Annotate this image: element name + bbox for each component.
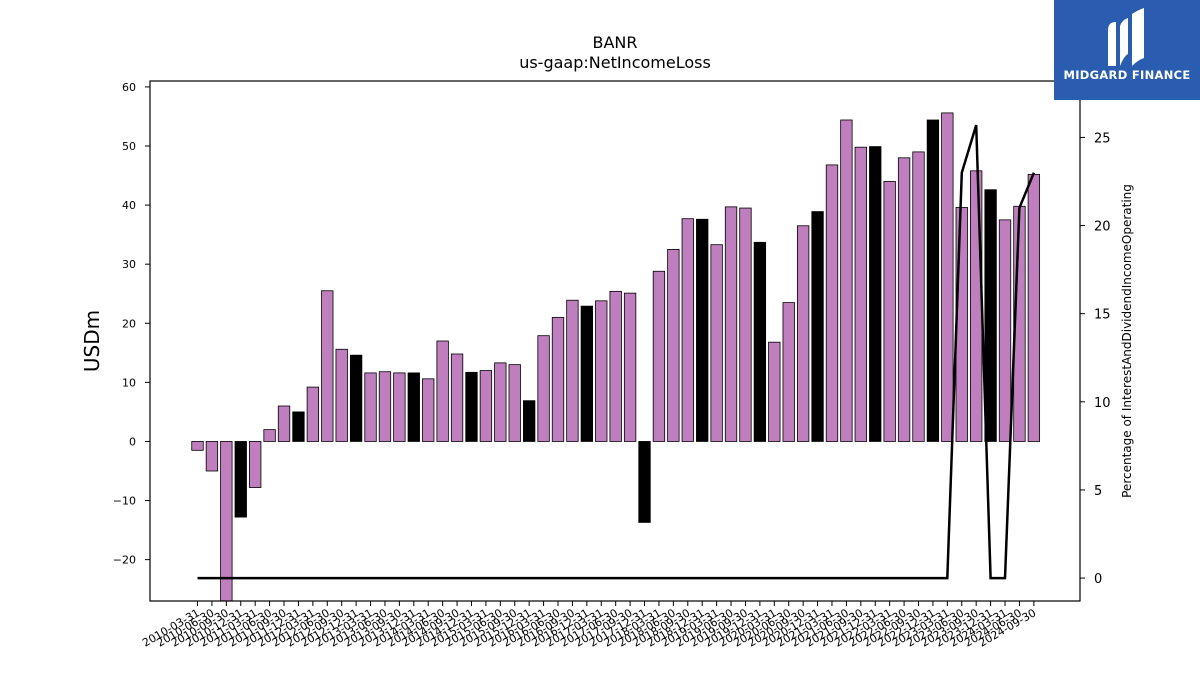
- bar-2023-03-31: [941, 112, 954, 442]
- bar-2014-03-31: [422, 378, 435, 442]
- bar-2020-06-30: [782, 302, 795, 442]
- bar-2011-09-30: [277, 405, 291, 442]
- y-tick-label: 10: [122, 376, 136, 389]
- bar-2018-09-30: [681, 218, 694, 442]
- bar-2024-03-31: [998, 219, 1012, 442]
- bar-2016-06-30: [551, 316, 565, 442]
- bar-2021-03-31: [825, 164, 839, 442]
- bar-2012-09-30: [335, 348, 348, 442]
- bar-2017-09-30: [623, 292, 637, 442]
- midgard-logo-icon: [1108, 8, 1144, 66]
- bar-2019-09-30: [739, 207, 752, 442]
- bar-2023-09-30: [970, 170, 983, 442]
- bar-2016-03-31: [537, 335, 550, 442]
- bar-2018-12-31: [696, 218, 709, 442]
- midgard-finance-logo: MIDGARD FINANCE: [1054, 0, 1200, 100]
- ratio-line: [197, 124, 1036, 580]
- x-axis: 2010-03-312010-06-302010-09-302010-12-31…: [140, 601, 1038, 650]
- plot-frame: [149, 80, 1081, 602]
- y-tick-label: 0: [129, 435, 136, 448]
- bar-2016-12-31: [580, 305, 593, 442]
- bar-2020-03-31: [768, 341, 781, 442]
- y2-axis: 0 5 10 15 20 25: [1080, 131, 1111, 587]
- bar-2013-12-31: [407, 372, 420, 442]
- logo-text: MIDGARD FINANCE: [1063, 68, 1191, 82]
- bar-2012-03-31: [306, 386, 320, 442]
- bar-2014-06-30: [436, 340, 449, 442]
- y-tick-label: 20: [122, 317, 136, 330]
- bar-2017-06-30: [609, 290, 622, 442]
- bar-2012-12-31: [349, 354, 363, 442]
- chart-subtitle: us-gaap:NetIncomeLoss: [519, 53, 711, 72]
- bar-2021-09-30: [854, 146, 867, 442]
- bar-2011-06-30: [263, 429, 276, 442]
- y2-tick-label: 5: [1094, 484, 1102, 499]
- bars-layer: [191, 112, 1041, 602]
- bar-2011-12-31: [292, 411, 305, 442]
- y2-axis-label: Percentage of InterestAndDividendIncomeO…: [1120, 184, 1134, 498]
- bar-2017-12-31: [638, 441, 651, 523]
- bar-2019-12-31: [753, 241, 767, 442]
- bar-2020-12-31: [811, 211, 824, 442]
- y2-tick-label: 10: [1094, 396, 1111, 411]
- chart-title: BANR: [592, 33, 637, 52]
- bar-2013-06-30: [378, 371, 392, 442]
- bar-2021-06-30: [840, 119, 853, 442]
- y-tick-label: 30: [122, 258, 136, 271]
- y-tick-label: −20: [113, 554, 136, 567]
- line-layer: [197, 124, 1036, 580]
- bar-2022-09-30: [912, 151, 925, 442]
- y-tick-label: 60: [122, 81, 136, 94]
- bar-2016-09-30: [566, 299, 579, 442]
- y-axis-label: USDm: [80, 310, 104, 372]
- bar-2011-03-31: [249, 441, 262, 488]
- y2-tick-label: 25: [1094, 131, 1111, 146]
- y2-tick-label: 0: [1094, 572, 1102, 587]
- y2-tick-label: 20: [1094, 220, 1111, 235]
- bar-2022-06-30: [897, 157, 911, 442]
- y-axis: −20 −10 0 10 20 30 40 50 60: [113, 81, 150, 567]
- bar-2020-09-30: [796, 225, 810, 442]
- bar-2023-12-31: [984, 189, 997, 442]
- bar-2013-03-31: [364, 372, 377, 442]
- y-tick-label: 40: [122, 199, 136, 212]
- bar-2022-12-31: [926, 119, 940, 442]
- bar-2010-06-30: [205, 441, 219, 472]
- bar-2019-06-30: [724, 206, 738, 442]
- bar-2015-03-31: [479, 370, 493, 442]
- bar-2010-12-31: [234, 441, 247, 518]
- bar-2024-09-30: [1027, 173, 1041, 442]
- bar-2014-09-30: [450, 353, 464, 442]
- bar-2022-03-31: [883, 181, 896, 442]
- bar-2012-06-30: [321, 290, 334, 442]
- y2-tick-label: 15: [1094, 308, 1111, 323]
- bar-2010-03-31: [191, 441, 204, 451]
- bar-2017-03-31: [595, 300, 608, 442]
- bar-2018-06-30: [667, 249, 680, 442]
- bar-2013-09-30: [393, 372, 406, 442]
- bar-2015-09-30: [508, 364, 521, 442]
- bar-2014-12-31: [465, 371, 478, 442]
- bar-2018-03-31: [652, 270, 666, 442]
- bar-2015-12-31: [523, 400, 536, 442]
- y-tick-label: 50: [122, 140, 136, 153]
- bar-2019-03-31: [710, 244, 723, 442]
- bar-2023-06-30: [955, 207, 968, 442]
- bar-2021-12-31: [869, 146, 882, 442]
- y-tick-label: −10: [113, 495, 136, 508]
- bar-2015-06-30: [494, 362, 507, 442]
